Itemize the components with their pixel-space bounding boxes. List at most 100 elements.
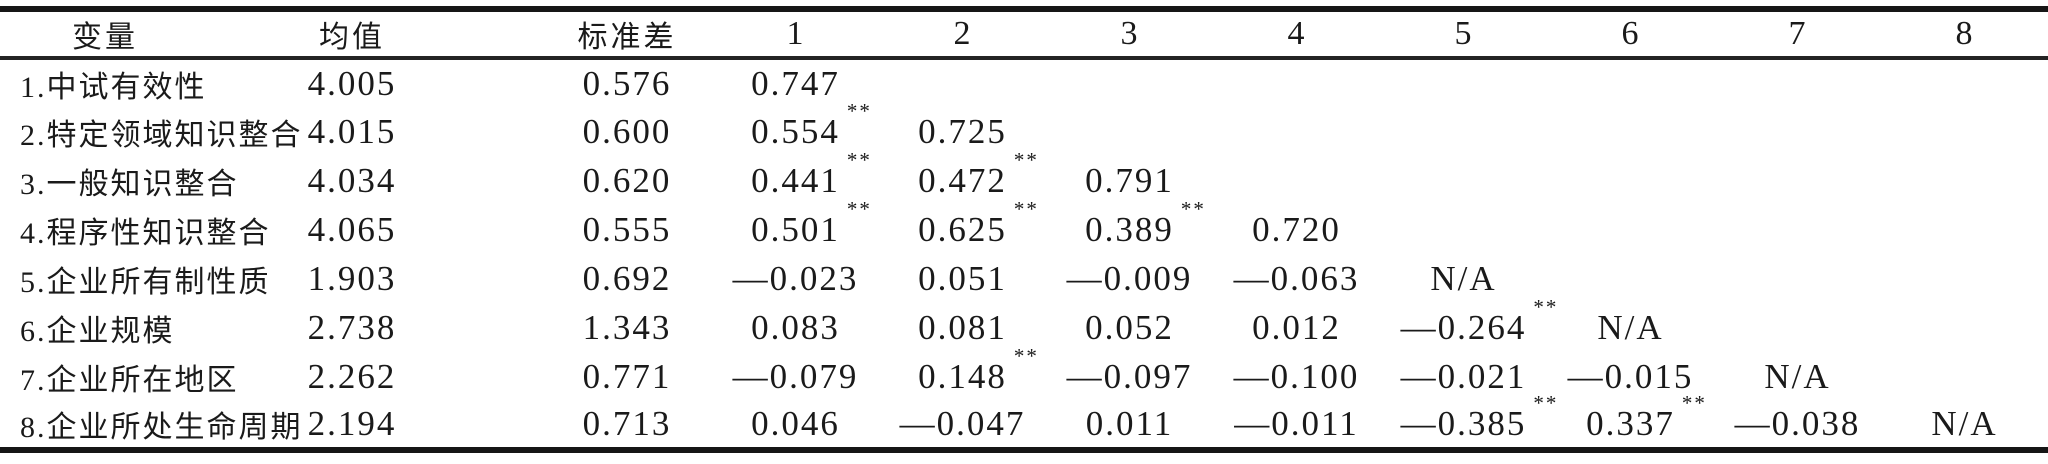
corr-cell bbox=[1881, 352, 2048, 401]
corr-value: —0.021 bbox=[1401, 357, 1527, 397]
corr-value: —0.079 bbox=[733, 357, 859, 397]
corr-cell: —0.009 bbox=[1046, 254, 1213, 303]
corr-value: 0.051 bbox=[918, 259, 1007, 299]
corr-cell bbox=[1380, 58, 1547, 107]
corr-value-number: 0.046 bbox=[751, 404, 840, 443]
corr-value-number: —0.264 bbox=[1400, 307, 1527, 347]
corr-value-number: 0.472 bbox=[918, 160, 1007, 200]
corr-cell bbox=[1881, 58, 2048, 107]
corr-value-number: 0.051 bbox=[918, 258, 1007, 298]
significance-stars: ** bbox=[1013, 196, 1039, 221]
column-header-variable: 变量 bbox=[0, 9, 262, 60]
corr-value: 0.046 bbox=[751, 404, 840, 444]
corr-cell bbox=[1213, 58, 1380, 107]
corr-cell: —0.015 bbox=[1547, 352, 1714, 401]
mean-cell: 4.005 bbox=[307, 63, 397, 103]
column-header-4: 4 bbox=[1213, 9, 1380, 60]
variable-name-cell: 8.企业所处生命周期 bbox=[20, 411, 303, 444]
significance-stars: ** bbox=[1533, 391, 1559, 415]
corr-value: 0.148 ** bbox=[918, 344, 1037, 397]
corr-value-number: —0.009 bbox=[1066, 258, 1193, 298]
corr-value: —0.015 bbox=[1568, 357, 1694, 397]
corr-value: —0.063 bbox=[1234, 259, 1360, 299]
variable-name-cell: 7.企业所在地区 bbox=[20, 363, 239, 397]
corr-value: —0.264 ** bbox=[1400, 295, 1557, 348]
variable-name-cell: 5.企业所有制性质 bbox=[20, 265, 271, 299]
corr-cell: —0.047 bbox=[879, 401, 1046, 450]
corr-value-number: 0.720 bbox=[1252, 209, 1341, 249]
corr-cell bbox=[1547, 107, 1714, 156]
column-header-5: 5 bbox=[1380, 9, 1547, 60]
corr-value-number: —0.385 bbox=[1400, 404, 1527, 443]
corr-value: —0.385 ** bbox=[1400, 391, 1557, 444]
corr-value-number: —0.015 bbox=[1567, 356, 1694, 396]
table-row: 7.企业所在地区 2.262 0.771 —0.079 0.148 ** —0.097 —0.… bbox=[0, 344, 2048, 401]
corr-cell bbox=[1881, 254, 2048, 303]
column-header-3: 3 bbox=[1046, 9, 1213, 60]
corr-cell bbox=[1714, 156, 1881, 205]
corr-value: —0.011 bbox=[1234, 404, 1358, 444]
corr-cell: —0.385 ** bbox=[1380, 391, 1557, 450]
corr-cell: 0.720 bbox=[1213, 205, 1380, 254]
corr-value-number: 0.725 bbox=[918, 111, 1007, 151]
corr-value: 0.791 bbox=[1085, 161, 1174, 201]
corr-cell: —0.011 bbox=[1213, 401, 1380, 450]
sd-cell: 0.620 bbox=[582, 160, 672, 200]
corr-value-number: 0.081 bbox=[918, 307, 1007, 347]
corr-cell: 0.441 ** bbox=[712, 148, 879, 205]
corr-value: 0.012 bbox=[1252, 308, 1341, 348]
mean-cell: 2.194 bbox=[307, 404, 397, 443]
corr-cell bbox=[1213, 107, 1380, 156]
sd-cell: 1.343 bbox=[582, 307, 672, 347]
corr-value: 0.501 ** bbox=[751, 197, 870, 250]
corr-value-number: 0.791 bbox=[1085, 160, 1174, 200]
column-header-6: 6 bbox=[1547, 9, 1714, 60]
corr-cell bbox=[1547, 205, 1714, 254]
corr-cell: N/A bbox=[1547, 303, 1714, 352]
variable-name-cell: 3.一般知识整合 bbox=[20, 167, 239, 201]
corr-value: 0.747 bbox=[751, 64, 840, 104]
corr-cell: 0.725 bbox=[879, 107, 1046, 156]
variable-name-cell: 1.中试有效性 bbox=[20, 70, 207, 104]
corr-cell bbox=[1714, 205, 1881, 254]
column-header-2: 2 bbox=[879, 9, 1046, 60]
table-row: 1.中试有效性 4.005 0.576 0.747 bbox=[0, 58, 2048, 107]
sd-cell: 0.771 bbox=[582, 356, 672, 396]
corr-cell bbox=[1714, 254, 1881, 303]
sd-cell: 0.600 bbox=[582, 111, 672, 151]
corr-cell: 0.791 bbox=[1046, 156, 1213, 205]
corr-value-number: 0.337 bbox=[1586, 404, 1675, 443]
sd-cell: 0.576 bbox=[582, 63, 672, 103]
table-row: 4.程序性知识整合 4.065 0.555 0.501 ** 0.625 ** 0.389 **… bbox=[0, 197, 2048, 254]
corr-cell: N/A bbox=[1714, 352, 1881, 401]
variable-name-cell: 6.企业规模 bbox=[20, 314, 175, 348]
corr-cell bbox=[1881, 107, 2048, 156]
mean-cell: 4.034 bbox=[307, 160, 397, 200]
corr-value-number: —0.038 bbox=[1734, 404, 1861, 443]
corr-value-number: N/A bbox=[1764, 356, 1831, 396]
corr-cell: 0.011 bbox=[1046, 401, 1213, 450]
corr-value: 0.389 ** bbox=[1085, 197, 1204, 250]
significance-stars: ** bbox=[846, 196, 872, 221]
corr-cell: —0.021 bbox=[1380, 352, 1547, 401]
mean-cell: 4.015 bbox=[307, 111, 397, 151]
corr-cell: —0.079 bbox=[712, 352, 879, 401]
corr-cell: 0.389 ** bbox=[1046, 197, 1213, 254]
corr-cell bbox=[1547, 156, 1714, 205]
corr-cell: 0.148 ** bbox=[879, 344, 1046, 401]
corr-value: —0.023 bbox=[733, 259, 859, 299]
corr-value: 0.083 bbox=[751, 308, 840, 348]
corr-value-number: 0.441 bbox=[751, 160, 840, 200]
corr-value: —0.038 bbox=[1735, 404, 1861, 444]
corr-cell: N/A bbox=[1380, 254, 1547, 303]
mean-cell: 1.903 bbox=[307, 258, 397, 298]
corr-cell: 0.625 ** bbox=[879, 197, 1046, 254]
corr-value: N/A bbox=[1931, 404, 1997, 444]
corr-value-number: —0.047 bbox=[899, 404, 1026, 443]
corr-cell bbox=[879, 58, 1046, 107]
correlation-matrix-table: 变量 均值 标准差 1 2 3 4 5 6 7 8 1.中试有效性 4.005 0.576 0.747 2.… bbox=[0, 6, 2048, 453]
corr-value-number: 0.747 bbox=[751, 63, 840, 103]
corr-cell: N/A bbox=[1881, 401, 2048, 450]
corr-cell bbox=[1547, 58, 1714, 107]
corr-value-number: 0.554 bbox=[751, 111, 840, 151]
